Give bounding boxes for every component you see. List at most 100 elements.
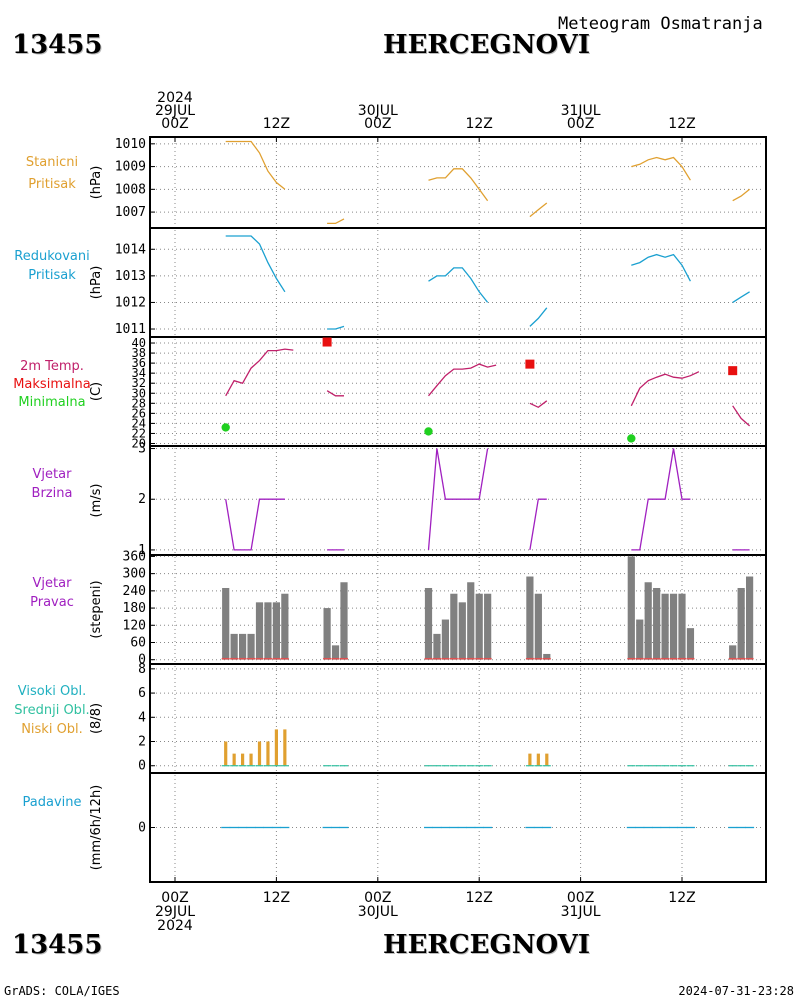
cloud-bar [545,753,549,766]
panel-label: Padavine [23,795,82,810]
direction-bar [239,633,247,660]
time-label-top: 12Z [263,116,290,132]
y-tick-label: 240 [123,584,146,599]
direction-bar [458,602,466,660]
direction-bar [272,602,280,660]
direction-bar [222,587,230,660]
direction-bar [264,602,272,660]
y-tick-label: 26 [132,406,146,420]
panel-label: Minimalna [18,395,85,410]
series-line [327,218,345,225]
direction-bar [644,582,652,660]
y-axis-label: (hPa) [89,266,104,300]
y-tick-label: 1013 [115,269,146,284]
y-tick-label: 6 [138,686,146,701]
y-tick-label: 60 [130,635,146,650]
time-label-bottom: 29JUL [155,904,195,920]
direction-bar [686,628,695,660]
cloud-bar [257,741,262,766]
panel-label: 2m Temp. [20,359,84,374]
y-tick-label: 20 [132,436,146,450]
direction-bar [340,582,348,660]
y-tick-label: 30 [132,386,146,400]
panel-label: Pritisak [28,177,76,192]
station-name-bottom: HERCEGNOVI [383,930,590,960]
panel-station_pressure: 1007 1008 1009 1010 (hPa) Stanicni Pritisak [26,136,767,229]
station-name-top: HERCEGNOVI [383,30,590,60]
y-tick-label: 0 [138,821,146,836]
y-tick-label: 360 [123,549,146,564]
time-label-bottom: 00Z [364,890,391,906]
y-tick-label: 40 [132,336,146,350]
time-label-top: 00Z [364,116,391,132]
series-line [631,448,691,551]
panel-label: Brzina [32,486,73,501]
panel-frame [149,445,767,556]
footer-credit: GrADS: COLA/IGES [4,984,120,998]
time-label-top: 00Z [567,116,594,132]
direction-bar [230,633,238,660]
panel-clouds: 0 2 4 6 8 (8/8)Visoki Obl. Srednji Obl. Niski O… [14,662,767,774]
min-temp-marker [627,434,636,443]
y-tick-label: 0 [138,653,146,668]
panel-wind_direction: 0 60 120 180 240 300 360 (stepeni) Vjetar Pravac [30,549,767,668]
y-tick-label: 24 [132,416,146,430]
series-line [428,168,489,202]
y-axis-label: (8/8) [89,703,104,734]
station-id-bottom: 13455 [12,930,103,960]
y-tick-label: 34 [132,366,146,380]
y-tick-label: 1012 [115,295,146,310]
time-label-bottom: 31JUL [561,904,601,920]
y-tick-label: 1010 [115,137,146,152]
direction-bar [661,593,669,660]
panel-label: Niski Obl. [21,722,83,737]
series-line [225,498,285,551]
direction-bar [669,593,678,660]
panel-label: Vjetar [33,467,73,482]
direction-bar [729,645,737,660]
panel-frame [149,227,767,338]
cloud-bar [224,741,228,766]
y-axis-label: (C) [89,382,104,401]
min-temp-marker [221,423,230,432]
series-line [529,202,548,218]
direction-bar [627,556,635,660]
panel-frame [149,336,767,447]
direction-bar [467,582,475,660]
series-line [225,140,286,190]
y-axis-label: (stepeni) [89,580,104,638]
panel-label: Maksimalna [13,377,91,392]
direction-bar [746,576,754,660]
direction-bar [737,587,745,660]
time-label-bottom: 00Z [567,890,594,906]
max-temp-marker [525,359,535,369]
time-label-top: 00Z [161,116,188,132]
y-tick-label: 28 [132,396,146,410]
direction-bar [653,587,661,660]
y-tick-label: 4 [138,710,146,725]
y-tick-label: 120 [123,618,146,633]
y-tick-label: 3 [138,442,146,457]
time-label-top: 29JUL [155,103,195,119]
panel-label: Vjetar [33,576,73,591]
direction-bar [450,593,458,660]
y-tick-label: 0 [138,759,146,774]
panel-frame [149,136,767,229]
y-axis-label: (mm/6h/12h) [89,785,104,871]
y-tick-label: 300 [123,567,146,582]
panel-wind_speed: 1 2 3 (m/s) Vjetar Brzina [32,442,767,558]
direction-bar [543,653,551,660]
direction-bar [484,593,492,660]
series-line [326,390,344,397]
direction-bar [678,593,686,660]
direction-bar [255,602,264,660]
direction-bar [424,587,433,660]
y-axis-label: (hPa) [89,166,104,200]
series-line [225,235,286,293]
y-tick-label: 1014 [115,242,146,257]
series-line [428,363,497,397]
panel-label: Pravac [30,595,74,610]
